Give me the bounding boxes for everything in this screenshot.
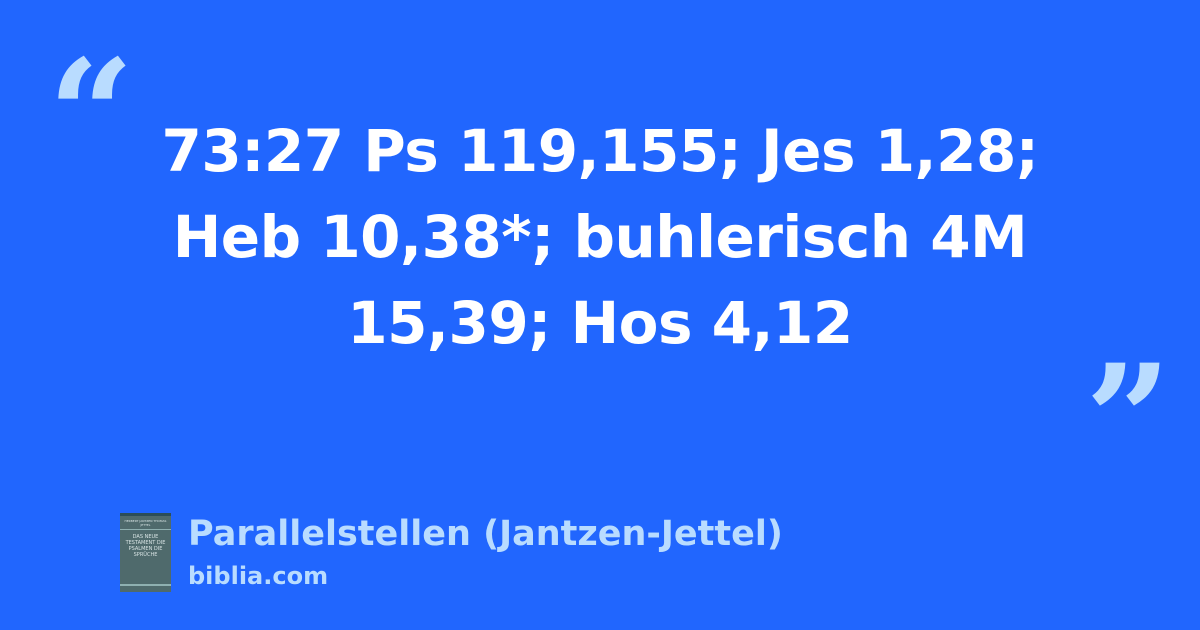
- source-title: Parallelstellen (Jantzen-Jettel): [188, 514, 783, 554]
- quote-text: 73:27 Ps 119,155; Jes 1,28; Heb 10,38*; …: [161, 117, 1039, 357]
- source-site: biblia.com: [188, 562, 329, 590]
- book-cover-title: DAS NEUE TESTAMENT DIE PSALMEN DIE SPRÜC…: [125, 534, 166, 558]
- book-cover-stripe: [120, 584, 171, 586]
- open-quote-mark: “: [48, 27, 135, 203]
- book-cover-authors: HERBERT JANTZEN THOMAS JETTEL: [120, 519, 171, 530]
- close-quote-mark: ”: [1085, 332, 1172, 508]
- book-cover-image: HERBERT JANTZEN THOMAS JETTEL DAS NEUE T…: [120, 513, 171, 592]
